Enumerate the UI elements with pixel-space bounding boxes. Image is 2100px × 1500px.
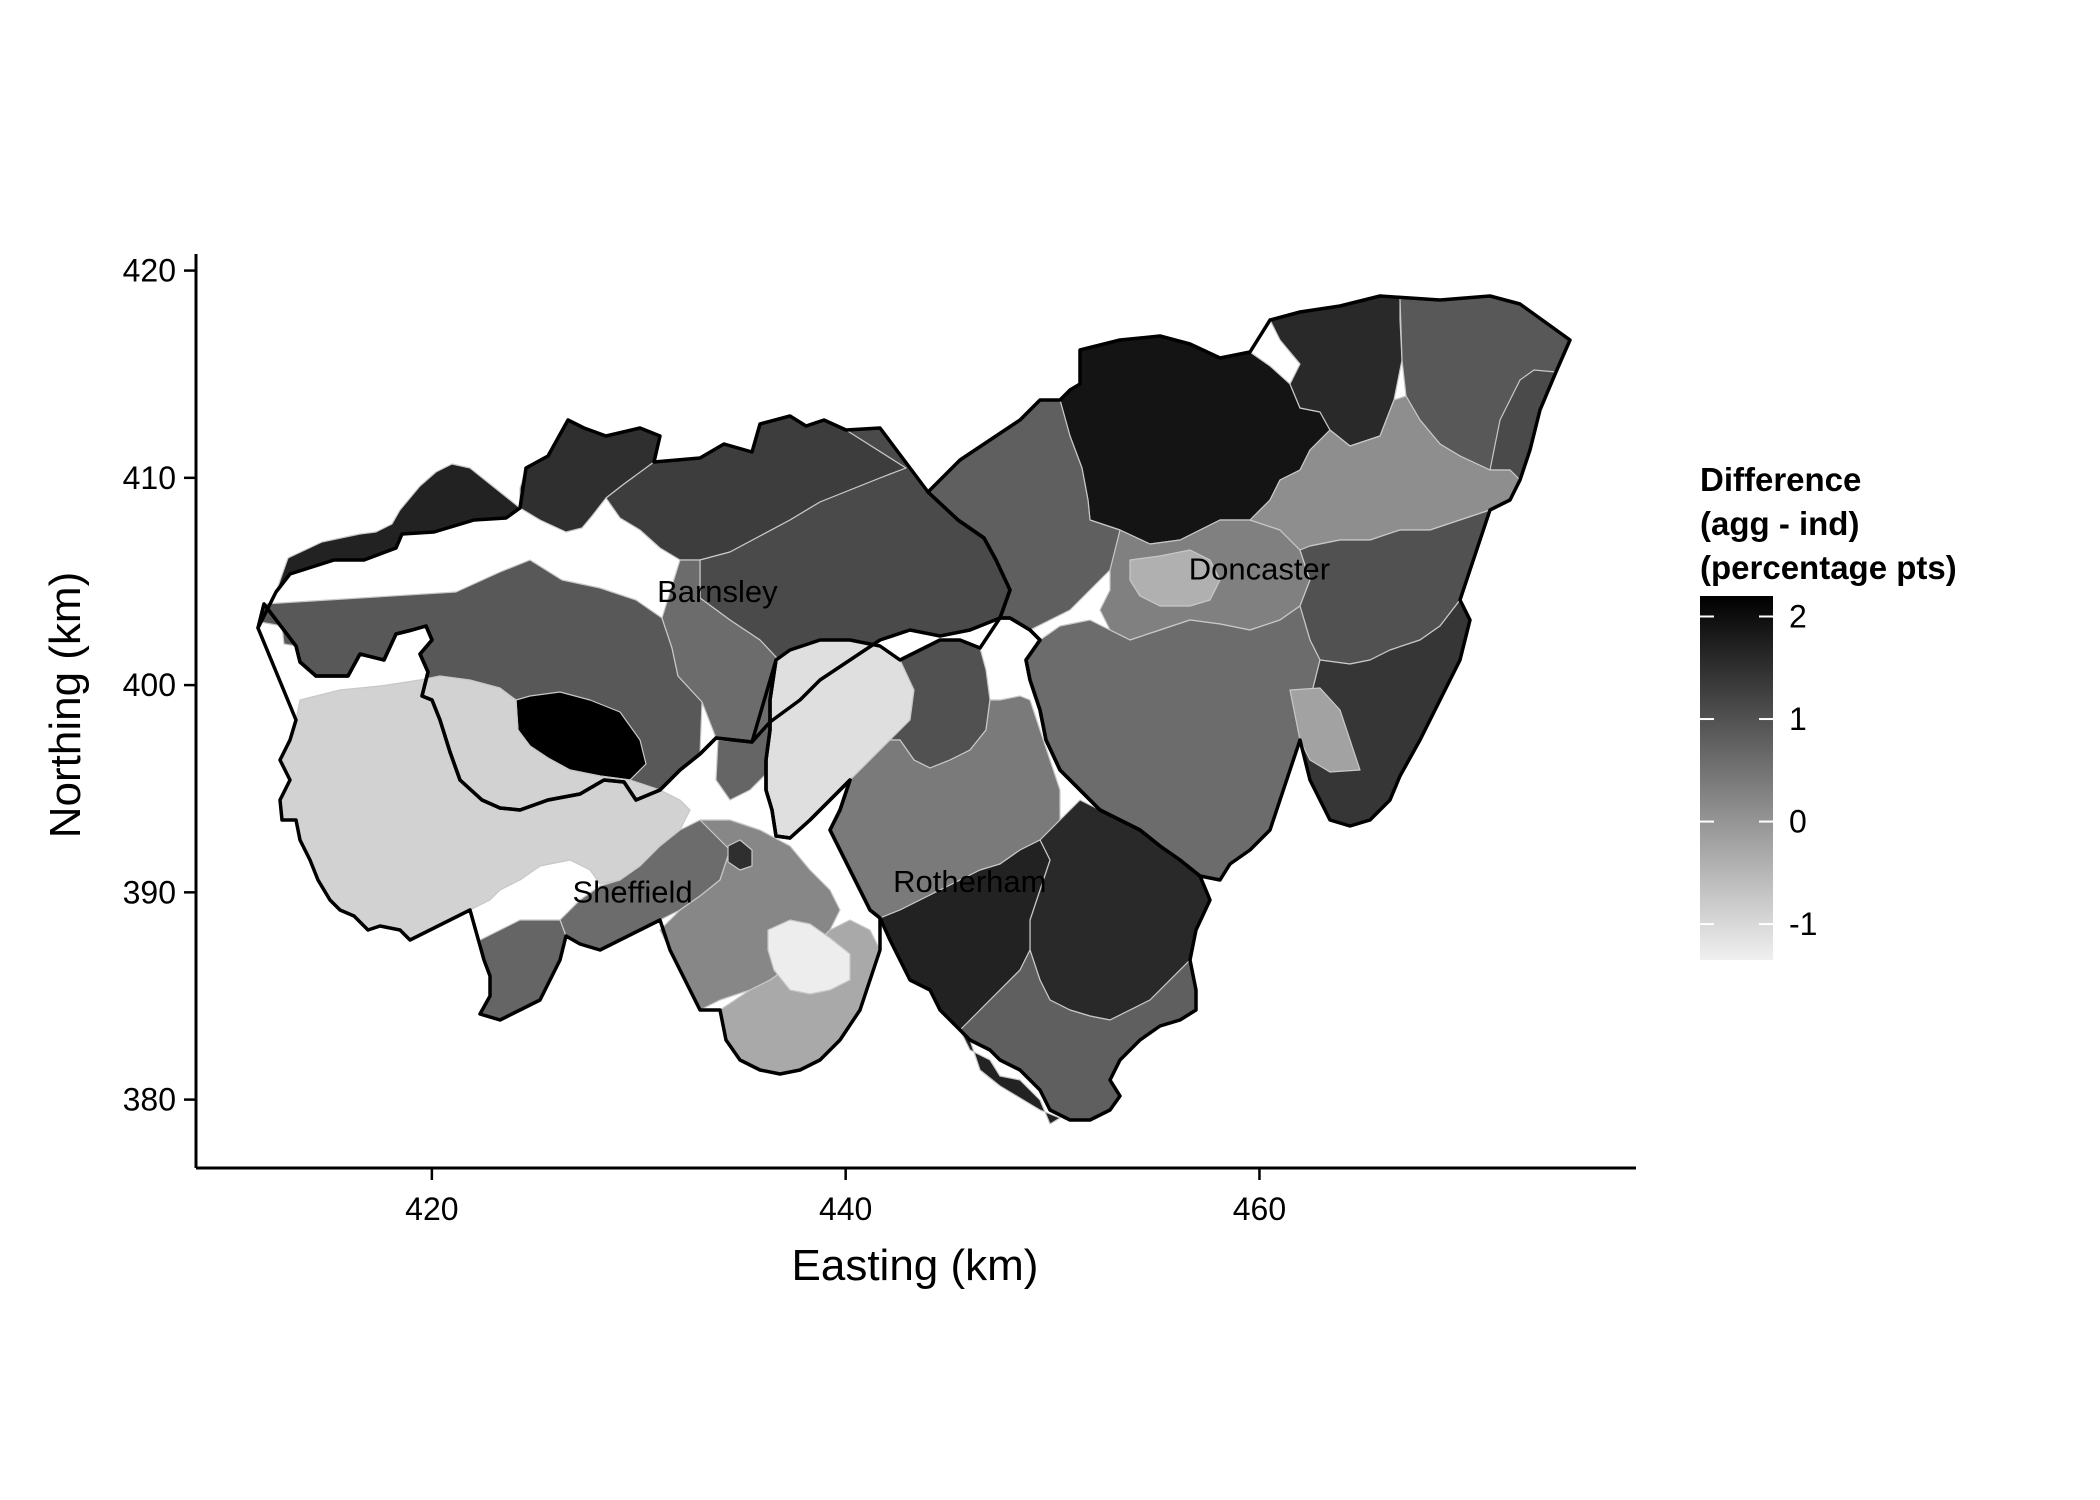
- region-sheffield-25: [767, 919, 851, 995]
- district-label-rotherham: Rotherham: [893, 864, 1046, 899]
- legend-title-line-3: (percentage pts): [1700, 549, 1957, 586]
- legend-tick-label: 0: [1789, 804, 1807, 840]
- y-axis-title: Northing (km): [41, 572, 90, 839]
- legend-title-line-2: (agg - ind): [1700, 505, 1859, 542]
- doncaster-border: [926, 294, 1572, 882]
- legend-tick-label: 2: [1789, 599, 1807, 635]
- y-tick-label: 410: [123, 460, 176, 496]
- legend-tick-label: 1: [1789, 701, 1807, 737]
- x-tick-label: 420: [405, 1191, 458, 1227]
- district-label-sheffield: Sheffield: [573, 875, 693, 910]
- district-borders: [256, 294, 1572, 1122]
- district-labels: Barnsley Doncaster Sheffield Rotherham: [573, 551, 1331, 909]
- region-sheffield-26: [727, 839, 753, 871]
- axes: 420 440 460 380 390 400 410 420: [123, 253, 1636, 1227]
- region-doncaster-16: [1129, 549, 1221, 607]
- district-label-barnsley: Barnsley: [657, 574, 778, 609]
- legend-color-bar: [1700, 596, 1773, 960]
- legend-title-line-1: Difference: [1700, 461, 1861, 498]
- y-tick-label: 400: [123, 667, 176, 703]
- y-tick-label: 380: [123, 1082, 176, 1118]
- region-barnsley-0: [275, 463, 521, 593]
- y-tick-label: 420: [123, 253, 176, 289]
- y-tick-label: 390: [123, 874, 176, 910]
- legend: Difference (agg - ind) (percentage pts) …: [1700, 461, 1957, 960]
- district-label-doncaster: Doncaster: [1189, 551, 1330, 586]
- legend-tick-label: -1: [1789, 906, 1817, 942]
- x-tick-label: 460: [1233, 1191, 1286, 1227]
- x-axis-title: Easting (km): [792, 1241, 1039, 1290]
- rotherham-border: [764, 616, 1212, 1122]
- region-fills: [259, 295, 1571, 1125]
- x-tick-label: 440: [819, 1191, 872, 1227]
